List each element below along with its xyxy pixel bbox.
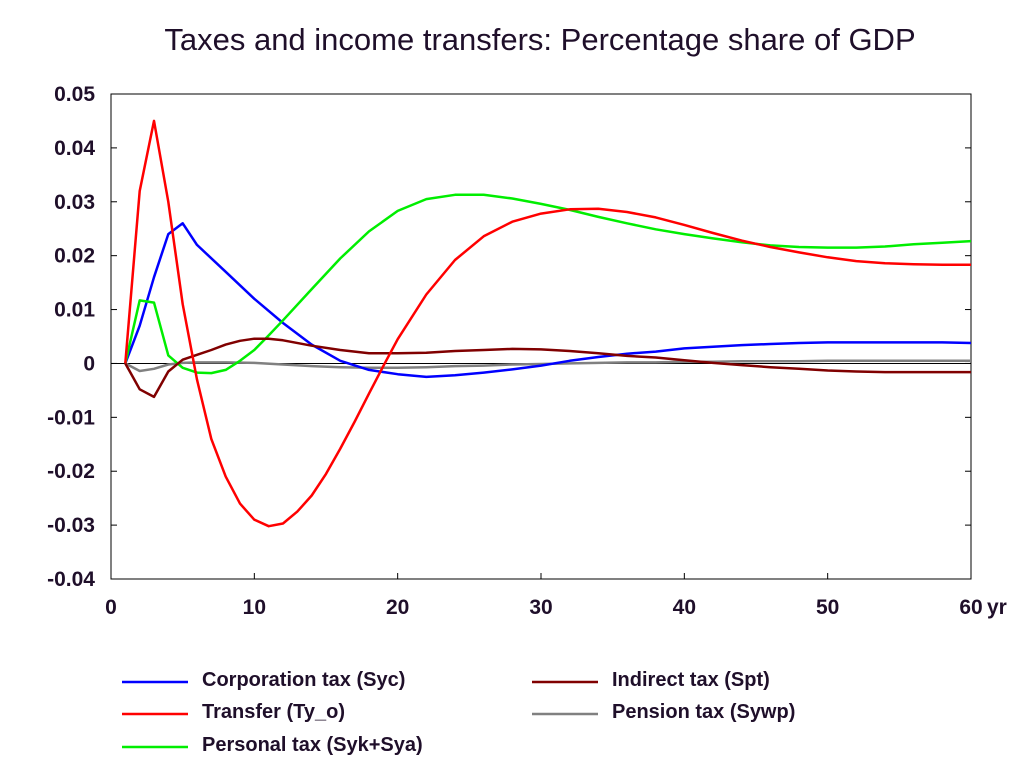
series-line-corporation-tax-syc xyxy=(124,222,972,379)
x-unit-label: yr xyxy=(987,596,1007,619)
y-tick-label: -0.02 xyxy=(47,460,95,483)
x-tick-label: 10 xyxy=(243,596,266,619)
y-tick-label: 0 xyxy=(83,352,95,375)
x-tick-label: 60 xyxy=(959,596,982,619)
y-tick-label: 0.03 xyxy=(54,191,95,214)
y-tick-label: 0.02 xyxy=(54,245,95,268)
plot-frame xyxy=(110,93,972,580)
y-tick-label: 0.05 xyxy=(54,83,95,106)
legend-label-corporation-tax-syc: Corporation tax (Syc) xyxy=(202,669,405,691)
chart-title: Taxes and income transfers: Percentage s… xyxy=(164,22,915,57)
legend-label-transfer-ty-o: Transfer (Ty_o) xyxy=(202,701,345,723)
legend-label-personal-tax-syk-sya: Personal tax (Syk+Sya) xyxy=(202,734,423,756)
x-tick-label: 50 xyxy=(816,596,839,619)
y-tick-label: 0.04 xyxy=(54,137,95,160)
series-line-indirect-tax-spt xyxy=(124,337,971,399)
legend-label-pension-tax-sywp: Pension tax (Sywp) xyxy=(612,701,795,723)
y-tick-label: 0.01 xyxy=(54,299,95,322)
series-line-personal-tax-syk-sya xyxy=(124,193,972,375)
x-tick-label: 20 xyxy=(386,596,409,619)
y-tick-label: -0.01 xyxy=(47,406,95,429)
series-line-pension-tax-sywp xyxy=(124,359,971,373)
y-tick-label: -0.04 xyxy=(47,568,95,591)
legend-label-indirect-tax-spt: Indirect tax (Spt) xyxy=(612,669,770,691)
series-line-transfer-ty-o xyxy=(124,119,971,528)
x-tick-label: 30 xyxy=(529,596,552,619)
x-tick-label: 40 xyxy=(673,596,696,619)
y-tick-label: -0.03 xyxy=(47,514,95,537)
x-tick-label: 0 xyxy=(105,596,117,619)
